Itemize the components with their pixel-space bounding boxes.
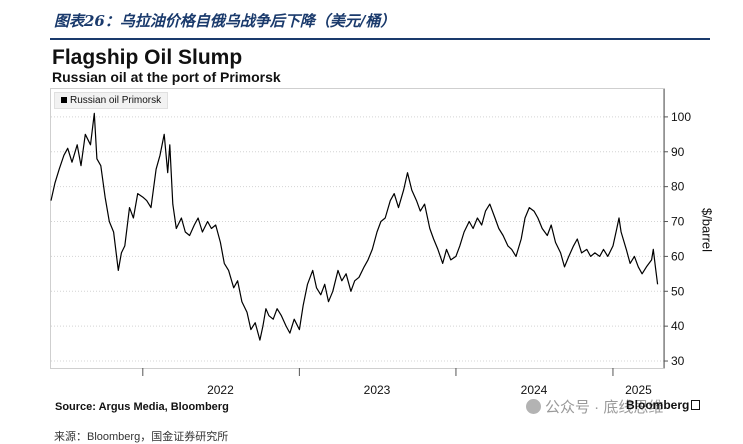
bottom-note: 来源：Bloomberg，国金证券研究所 [54, 431, 229, 443]
source-note: Source: Argus Media, Bloomberg [55, 401, 229, 413]
x-tick-label-2025: 2025 [625, 383, 652, 397]
legend-label: Russian oil Primorsk [70, 95, 162, 106]
x-tick-label-2024: 2024 [521, 383, 548, 397]
brand-name: Bloomberg [626, 398, 690, 412]
brand-logo: Bloomberg [626, 398, 701, 412]
y-tick-label-40: 40 [671, 319, 685, 333]
x-tick-label-2022: 2022 [207, 383, 234, 397]
chart-title: Flagship Oil Slump [52, 46, 243, 69]
series-line-0 [50, 112, 659, 341]
y-tick-label-100: 100 [671, 110, 691, 124]
watermark-text: 公众号 · 底线思维 [545, 399, 664, 416]
y-tick-label-70: 70 [671, 215, 685, 229]
y-tick-label-80: 80 [671, 180, 685, 194]
y-tick-label-90: 90 [671, 145, 685, 159]
legend: Russian oil Primorsk [54, 92, 169, 109]
y-tick-label-60: 60 [671, 249, 685, 263]
report-caption: 图表26：乌拉油价格自俄乌战争后下降（美元/桶） [54, 12, 396, 30]
watermark: 公众号 · 底线思维 [526, 396, 663, 417]
top-rule [50, 38, 710, 40]
legend-swatch [61, 97, 67, 104]
y-axis-label: $/barrel [699, 207, 715, 253]
brand-box-icon [691, 400, 701, 410]
wechat-icon [526, 399, 541, 414]
y-tick-label-50: 50 [671, 284, 685, 298]
plot-area [50, 88, 665, 369]
x-tick-label-2023: 2023 [364, 383, 391, 397]
y-tick-label-30: 30 [671, 354, 685, 368]
chart-subtitle: Russian oil at the port of Primorsk [52, 69, 281, 85]
